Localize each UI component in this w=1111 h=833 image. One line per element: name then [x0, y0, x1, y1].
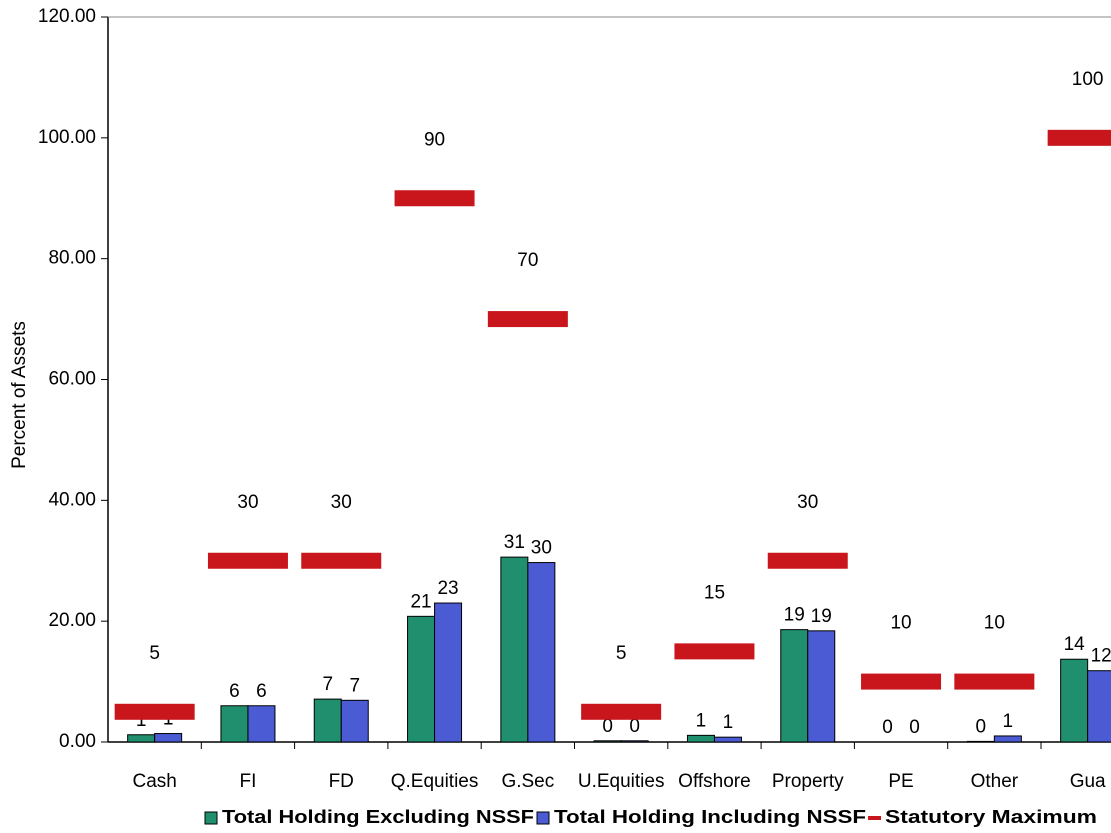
data-label: 30: [531, 538, 552, 559]
y-tick-label: 0.00: [59, 731, 96, 752]
bar: [966, 740, 995, 743]
data-label: 1: [1003, 711, 1014, 732]
legend-label: Total Holding Including NSSF: [554, 807, 866, 827]
data-label: 31: [504, 532, 525, 553]
y-tick-label: 100.00: [38, 127, 96, 148]
max-marker: [301, 552, 382, 569]
bar: [220, 705, 249, 743]
x-tick-label: Property: [772, 771, 844, 792]
y-tick-label: 120.00: [38, 6, 96, 27]
x-tick-label: Cash: [132, 771, 176, 792]
x-tick-label: FD: [329, 771, 354, 792]
data-label: 12: [1091, 646, 1111, 667]
data-label: 7: [322, 674, 333, 695]
x-tick-label: FI: [240, 771, 257, 792]
max-marker: [674, 643, 755, 660]
data-label: 30: [237, 492, 258, 513]
data-label: 14: [1064, 634, 1086, 655]
max-marker: [861, 673, 942, 690]
data-label: 7: [349, 675, 360, 696]
data-label: 5: [149, 643, 160, 664]
legend-swatch: [868, 816, 881, 820]
bar: [154, 733, 183, 743]
legend-label: Total Holding Excluding NSSF: [222, 807, 534, 827]
x-tick-label: Other: [971, 771, 1019, 792]
bar: [500, 556, 529, 743]
bar: [620, 740, 649, 743]
max-marker: [954, 673, 1035, 690]
bar: [780, 629, 809, 743]
y-tick-label: 80.00: [48, 248, 96, 269]
data-label: 0: [602, 716, 613, 737]
legend-swatch: [536, 811, 550, 825]
max-marker: [581, 703, 662, 720]
data-label: 0: [629, 716, 640, 737]
bar: [313, 698, 342, 743]
y-tick-label: 20.00: [48, 610, 96, 631]
bar: [593, 740, 622, 743]
bar: [127, 734, 156, 743]
data-label: 90: [424, 129, 445, 150]
y-tick-label: 40.00: [48, 489, 96, 510]
data-label: 0: [882, 717, 893, 738]
data-label: 6: [229, 681, 240, 702]
x-tick-label: Q.Equities: [391, 771, 479, 792]
bar: [993, 735, 1022, 743]
bar: [434, 602, 463, 743]
max-marker: [114, 703, 195, 720]
data-label: 0: [909, 717, 920, 738]
max-marker: [487, 311, 568, 328]
y-tick-label: 60.00: [48, 369, 96, 390]
data-label: 1: [136, 710, 147, 731]
data-label: 15: [704, 582, 725, 603]
data-label: 30: [797, 492, 818, 513]
data-label: 5: [616, 643, 627, 664]
data-label: 100: [1072, 69, 1104, 90]
bar: [1087, 670, 1111, 743]
data-label: 23: [437, 578, 458, 599]
bar: [247, 705, 276, 743]
y-axis-title: Percent of Assets: [9, 321, 30, 469]
legend-label: Statutory Maximum: [885, 807, 1097, 827]
x-tick-label: Gua: [1070, 771, 1106, 792]
data-label: 19: [811, 606, 832, 627]
bar: [340, 699, 369, 743]
data-label: 10: [984, 613, 1005, 634]
x-tick-label: U.Equities: [578, 771, 665, 792]
bar: [713, 736, 742, 743]
max-marker: [394, 190, 475, 207]
bar: [407, 615, 436, 743]
max-marker: [207, 552, 288, 569]
bar: [686, 734, 715, 743]
data-label: 19: [784, 605, 805, 626]
data-label: 70: [517, 250, 538, 271]
data-label: 21: [410, 591, 431, 612]
x-tick-label: PE: [888, 771, 913, 792]
x-tick-label: G.Sec: [501, 771, 554, 792]
data-label: 1: [723, 712, 734, 733]
data-label: 1: [696, 710, 707, 731]
max-marker: [1047, 129, 1111, 146]
data-label: 10: [890, 613, 911, 634]
x-tick-label: Offshore: [678, 771, 751, 792]
data-label: 0: [976, 716, 987, 737]
bar: [1060, 658, 1089, 743]
bar: [527, 562, 556, 743]
legend-swatch: [204, 811, 218, 825]
bar: [807, 630, 836, 743]
max-marker: [767, 552, 848, 569]
data-label: 6: [256, 681, 267, 702]
data-label: 30: [331, 492, 352, 513]
